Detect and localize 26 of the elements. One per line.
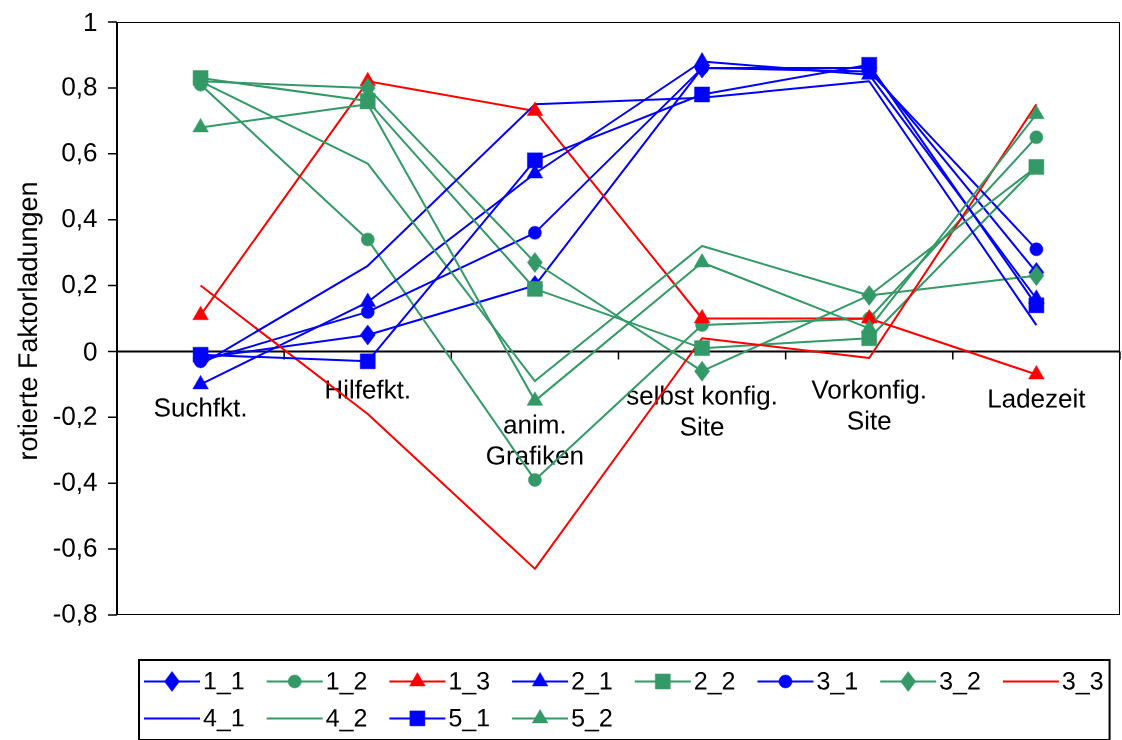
legend-label: 2_1 xyxy=(572,672,612,695)
y-tick-label: -0,8 xyxy=(53,604,97,626)
y-tick-label: 1 xyxy=(85,13,97,31)
legend-label: 1_3 xyxy=(450,672,489,695)
legend-label: 3_3 xyxy=(1062,672,1103,695)
legend-label: 1_1 xyxy=(204,672,244,695)
legend-label: 4_1 xyxy=(203,709,244,732)
x-tick-label: Ladezeit xyxy=(989,388,1086,408)
legend-label: 5_2 xyxy=(572,708,612,732)
y-tick-label: 0 xyxy=(84,342,97,361)
y-tick-label: -0,6 xyxy=(53,538,97,560)
y-tick-label: 0,6 xyxy=(62,143,97,165)
legend-label: 2_2 xyxy=(695,672,735,695)
x-tick-label: Vorkonfig. Site xyxy=(811,379,925,430)
y-tick-label: 0,2 xyxy=(62,274,97,297)
legend-label: 5_1 xyxy=(449,709,489,732)
y-tick-label: 0,4 xyxy=(62,208,97,231)
legend-label: 3_1 xyxy=(817,672,857,695)
y-tick-label: -0,4 xyxy=(53,472,97,494)
x-tick-label: Suchfkt. xyxy=(154,397,246,417)
y-tick-label: 0,8 xyxy=(62,77,97,99)
y-axis-title: rotierte Faktorladungen xyxy=(17,183,43,459)
y-tick-label: -0,2 xyxy=(53,406,97,429)
legend-label: 1_2 xyxy=(327,672,367,695)
legend-label: 3_2 xyxy=(940,672,980,695)
legend-label: 4_2 xyxy=(326,708,367,732)
